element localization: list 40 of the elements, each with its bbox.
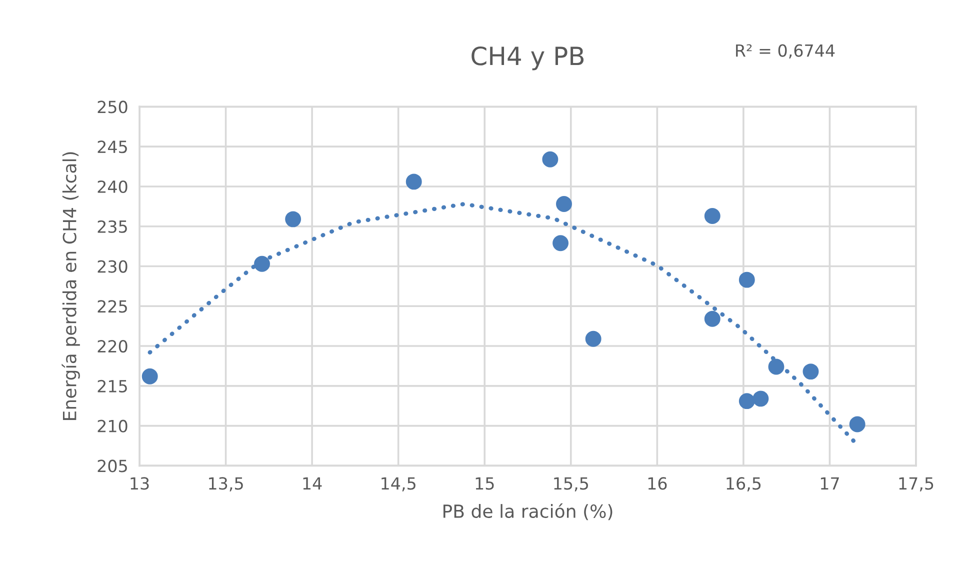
x-tick-label: 14	[303, 477, 322, 490]
point	[142, 368, 158, 384]
x-tick-label: 15,5	[554, 477, 588, 492]
point	[585, 330, 602, 347]
point	[552, 235, 569, 252]
point	[704, 208, 720, 224]
point	[768, 358, 784, 375]
point	[254, 256, 270, 272]
y-tick-label: 215	[98, 380, 127, 392]
point	[738, 393, 755, 410]
point	[406, 174, 422, 190]
chart-title: CH4 y PB	[472, 46, 584, 70]
text: R² = 0,6744	[736, 44, 835, 59]
y-tick-label: 205	[98, 460, 127, 472]
x-tick-label: 16	[648, 477, 667, 490]
point	[738, 272, 755, 288]
y-tick-label: 245	[98, 140, 127, 154]
x-tick-label: 17,5	[899, 477, 934, 492]
y-tick-label: 240	[98, 180, 128, 194]
x-tick-label: 16,5	[726, 477, 761, 492]
x-tick-label: 13,5	[209, 477, 243, 492]
point	[752, 390, 769, 407]
x-axis-title: PB de la ración (%)	[444, 503, 612, 520]
y-tick-label: 235	[98, 220, 127, 233]
y-axis-title: Energía perdida en CH4 (kcal)	[62, 152, 80, 420]
point	[556, 196, 572, 212]
point	[802, 364, 819, 380]
point	[542, 151, 558, 168]
x-tick-label: 17	[820, 477, 839, 490]
y-tick-label: 225	[98, 300, 127, 313]
point	[285, 211, 302, 228]
x-tick-label: 13	[130, 477, 149, 490]
y-tick-label: 210	[98, 420, 128, 432]
point	[704, 310, 720, 327]
y-tick-label: 250	[98, 100, 128, 114]
y-tick-label: 230	[98, 260, 128, 273]
x-tick-label: 15	[476, 477, 494, 490]
y-tick-label: 220	[98, 340, 128, 353]
x-tick-label: 14,5	[382, 477, 416, 492]
point	[849, 416, 866, 432]
